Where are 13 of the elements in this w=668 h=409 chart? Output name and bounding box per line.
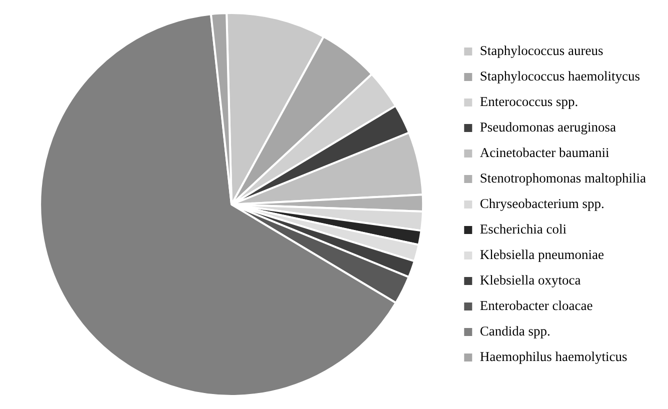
legend-label: Candida spp.	[480, 324, 550, 339]
legend-label: Enterobacter cloacae	[480, 298, 593, 314]
legend-label: Enterococcus spp.	[480, 94, 578, 110]
legend-label: Escherichia coli	[480, 222, 567, 237]
legend-label: Klebsiella oxytoca	[480, 272, 581, 288]
legend-label: Staphylococcus aureus	[480, 43, 604, 58]
legend-label: Chryseobacterium spp.	[480, 196, 604, 212]
legend-label: Klebsiella pneumoniae	[480, 247, 604, 262]
legend-label: Stenotrophomonas maltophilia	[480, 170, 646, 186]
legend-label: Haemophilus haemolyticus	[480, 349, 628, 364]
legend-label: Pseudomonas aeruginosa	[480, 120, 616, 135]
legend-label: Acinetobacter baumanii	[480, 145, 610, 160]
legend-label: Staphylococcus haemolitycus	[480, 68, 640, 84]
